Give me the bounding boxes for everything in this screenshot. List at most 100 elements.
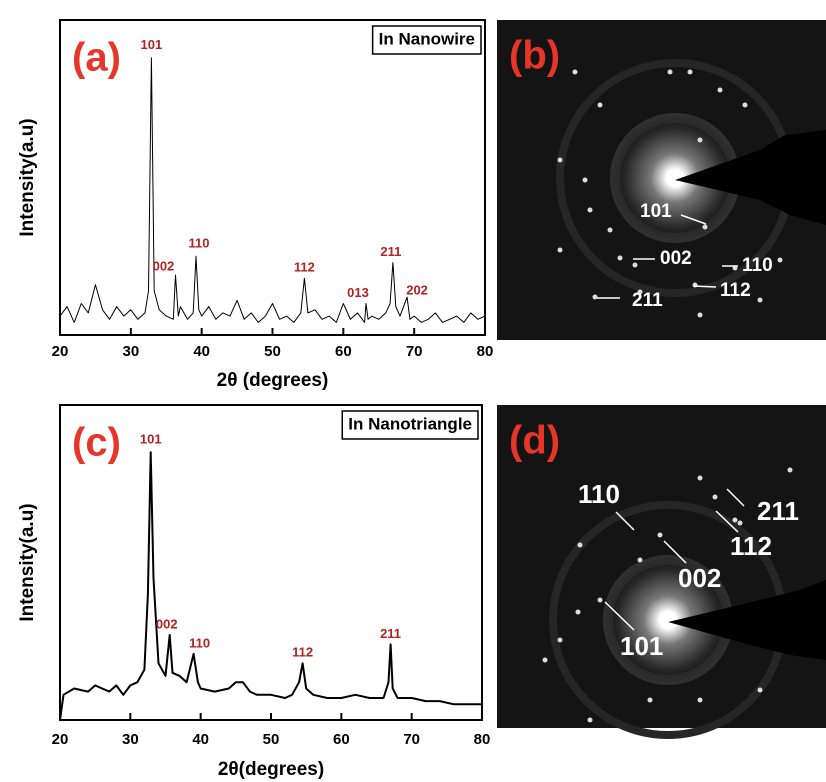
diffraction-spot [712,494,718,500]
peak-label: 202 [406,283,428,298]
diffraction-spot [787,467,793,473]
diffraction-spot [737,520,743,526]
inset-label: In Nanotriangle [348,414,472,433]
central-beam [598,550,738,690]
x-axis-label: 2θ(degrees) [218,759,324,780]
diffraction-spot [697,312,703,318]
diffraction-spot [702,224,708,230]
x-tick-label: 70 [406,343,423,360]
diffraction-spot [732,517,738,523]
diffraction-spot [697,697,703,703]
x-tick-label: 50 [264,343,281,360]
x-tick-label: 20 [52,343,69,360]
spot-label: 112 [730,531,772,561]
inset-box [341,410,479,440]
x-tick-label: 20 [52,731,69,748]
diffraction-spot [577,542,583,548]
diffraction-spot [542,657,548,663]
label-pointer [604,601,635,631]
central-beam [605,108,745,248]
peak-label: 112 [294,260,315,275]
peak-label: 110 [189,236,210,251]
spot-label: 112 [720,280,751,301]
x-tick-label: 40 [192,731,209,748]
label-pointer [680,214,707,225]
peak-label: 211 [380,626,401,641]
spot-label: 002 [678,563,721,593]
label-pointer [693,285,717,288]
x-tick-label: 30 [122,731,139,748]
spot-label: 110 [578,479,620,509]
peak-label: 101 [141,37,163,52]
spot-label: 110 [742,255,773,276]
panel-label: (a) [72,36,121,80]
label-pointer [726,488,745,507]
panel-label: (c) [72,421,121,465]
diffraction-spot [582,177,588,183]
diffraction-spot [587,207,593,213]
peak-label: 013 [347,285,369,300]
spot-label: 002 [660,248,692,269]
x-tick-label: 30 [122,343,139,360]
diffraction-spot [657,532,663,538]
diffraction-spot [687,69,693,75]
diffraction-spot [572,69,578,75]
x-tick-label: 40 [193,343,210,360]
beam-stop [668,580,826,660]
diffraction-spot [757,297,763,303]
diffraction-spot [717,87,723,93]
diffraction-spot [557,247,563,253]
x-tick-label: 80 [477,343,494,360]
diffraction-spot [637,289,643,295]
diffraction-spot [742,102,748,108]
diffraction-spot [757,687,763,693]
x-tick-label: 80 [474,731,491,748]
label-pointer [615,511,635,531]
diffraction-spot [587,717,593,723]
diffraction-spot [557,157,563,163]
y-axis-label: Intensity(a.u) [17,503,38,621]
peak-label: 002 [156,616,178,631]
spot-label: 211 [757,496,799,526]
diffraction-spot [597,597,603,603]
diffraction-spot [575,609,581,615]
peak-label: 110 [189,635,210,650]
xrd-line [59,57,486,323]
diffraction-spot [647,697,653,703]
y-axis-label: Intensity(a.u) [17,118,38,236]
peak-label: 002 [153,259,175,274]
x-tick-label: 70 [403,731,420,748]
diffraction-spot [557,637,563,643]
diffraction-spot [597,102,603,108]
diffraction-spot [607,227,613,233]
diffraction-spot [697,137,703,143]
spot-label: 211 [632,290,663,311]
label-pointer [715,510,739,533]
inset-label: In Nanowire [379,29,475,48]
peak-label: 101 [140,432,162,447]
x-tick-label: 60 [333,731,350,748]
diffraction-spot [632,262,638,268]
x-axis-label: 2θ (degrees) [217,370,329,391]
peak-label: 211 [380,244,401,259]
label-pointer [663,540,687,564]
diffraction-spot [637,557,643,563]
diffraction-spot [777,257,783,263]
plot-frame [59,404,483,721]
panel-label: (b) [509,34,560,78]
peak-label: 112 [292,645,313,660]
diffraction-spot [697,475,703,481]
x-tick-label: 60 [335,343,352,360]
beam-stop [675,130,826,225]
x-tick-label: 50 [263,731,280,748]
saed-image [497,405,826,739]
diffraction-spot [617,255,623,261]
diffraction-spot [592,294,598,300]
spot-label: 101 [640,201,672,222]
spot-label: 101 [620,631,663,661]
saed-image [497,20,826,340]
panel-label: (d) [509,419,560,463]
diffraction-spot [667,69,673,75]
xrd-line [59,451,482,721]
inset-box [371,25,482,55]
